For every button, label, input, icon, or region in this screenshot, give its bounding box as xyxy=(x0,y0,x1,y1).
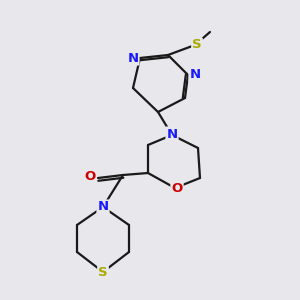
Text: O: O xyxy=(171,182,183,196)
Text: O: O xyxy=(84,170,96,184)
Text: S: S xyxy=(98,266,108,278)
Text: S: S xyxy=(192,38,202,52)
Text: N: N xyxy=(98,200,109,214)
Text: N: N xyxy=(128,52,139,64)
Text: N: N xyxy=(189,68,201,82)
Text: N: N xyxy=(167,128,178,140)
